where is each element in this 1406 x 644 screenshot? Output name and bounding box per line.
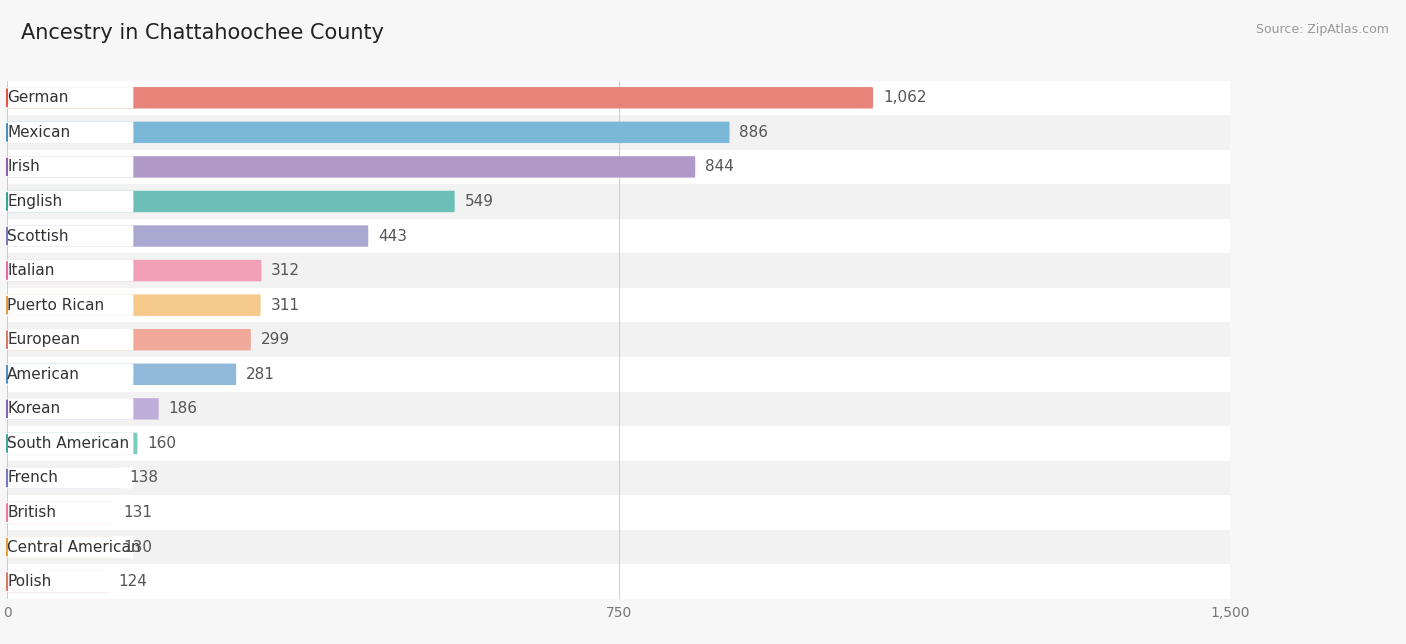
Text: 130: 130 bbox=[122, 540, 152, 554]
Text: 281: 281 bbox=[246, 367, 274, 382]
FancyBboxPatch shape bbox=[7, 398, 159, 419]
FancyBboxPatch shape bbox=[7, 87, 873, 108]
Text: 1,062: 1,062 bbox=[883, 90, 927, 105]
FancyBboxPatch shape bbox=[7, 433, 134, 454]
FancyBboxPatch shape bbox=[7, 392, 1230, 426]
FancyBboxPatch shape bbox=[7, 225, 134, 247]
FancyBboxPatch shape bbox=[7, 468, 120, 489]
FancyBboxPatch shape bbox=[7, 329, 250, 350]
Text: Irish: Irish bbox=[7, 160, 41, 175]
Text: 549: 549 bbox=[464, 194, 494, 209]
FancyBboxPatch shape bbox=[7, 191, 134, 212]
Text: 299: 299 bbox=[260, 332, 290, 347]
Text: 312: 312 bbox=[271, 263, 301, 278]
Text: 311: 311 bbox=[270, 298, 299, 312]
Text: 443: 443 bbox=[378, 229, 408, 243]
Text: English: English bbox=[7, 194, 62, 209]
FancyBboxPatch shape bbox=[7, 294, 134, 316]
FancyBboxPatch shape bbox=[7, 536, 134, 558]
FancyBboxPatch shape bbox=[7, 571, 134, 592]
FancyBboxPatch shape bbox=[7, 364, 134, 385]
FancyBboxPatch shape bbox=[7, 225, 368, 247]
Text: Mexican: Mexican bbox=[7, 125, 70, 140]
FancyBboxPatch shape bbox=[7, 536, 112, 558]
FancyBboxPatch shape bbox=[7, 468, 134, 489]
FancyBboxPatch shape bbox=[7, 357, 1230, 392]
Text: South American: South American bbox=[7, 436, 129, 451]
FancyBboxPatch shape bbox=[7, 502, 134, 523]
Text: 124: 124 bbox=[118, 574, 146, 589]
Text: British: British bbox=[7, 505, 56, 520]
FancyBboxPatch shape bbox=[7, 115, 1230, 149]
FancyBboxPatch shape bbox=[7, 426, 1230, 460]
FancyBboxPatch shape bbox=[7, 80, 1230, 115]
FancyBboxPatch shape bbox=[7, 502, 114, 523]
Text: 186: 186 bbox=[169, 401, 197, 416]
Text: Ancestry in Chattahoochee County: Ancestry in Chattahoochee County bbox=[21, 23, 384, 43]
FancyBboxPatch shape bbox=[7, 364, 236, 385]
FancyBboxPatch shape bbox=[7, 571, 108, 592]
FancyBboxPatch shape bbox=[7, 156, 134, 178]
Text: German: German bbox=[7, 90, 69, 105]
FancyBboxPatch shape bbox=[7, 329, 134, 350]
FancyBboxPatch shape bbox=[7, 495, 1230, 530]
Text: 844: 844 bbox=[704, 160, 734, 175]
FancyBboxPatch shape bbox=[7, 323, 1230, 357]
FancyBboxPatch shape bbox=[7, 460, 1230, 495]
Text: Central American: Central American bbox=[7, 540, 141, 554]
Text: European: European bbox=[7, 332, 80, 347]
FancyBboxPatch shape bbox=[7, 156, 696, 178]
Text: American: American bbox=[7, 367, 80, 382]
FancyBboxPatch shape bbox=[7, 219, 1230, 253]
FancyBboxPatch shape bbox=[7, 184, 1230, 219]
FancyBboxPatch shape bbox=[7, 294, 260, 316]
FancyBboxPatch shape bbox=[7, 433, 138, 454]
FancyBboxPatch shape bbox=[7, 260, 262, 281]
FancyBboxPatch shape bbox=[7, 149, 1230, 184]
Text: Italian: Italian bbox=[7, 263, 55, 278]
FancyBboxPatch shape bbox=[7, 288, 1230, 323]
Text: Polish: Polish bbox=[7, 574, 52, 589]
FancyBboxPatch shape bbox=[7, 564, 1230, 599]
Text: French: French bbox=[7, 471, 58, 486]
Text: 160: 160 bbox=[148, 436, 176, 451]
Text: Source: ZipAtlas.com: Source: ZipAtlas.com bbox=[1256, 23, 1389, 35]
Text: Puerto Rican: Puerto Rican bbox=[7, 298, 104, 312]
Text: 886: 886 bbox=[740, 125, 768, 140]
FancyBboxPatch shape bbox=[7, 122, 730, 143]
Text: Korean: Korean bbox=[7, 401, 60, 416]
FancyBboxPatch shape bbox=[7, 398, 134, 419]
FancyBboxPatch shape bbox=[7, 253, 1230, 288]
FancyBboxPatch shape bbox=[7, 191, 454, 212]
FancyBboxPatch shape bbox=[7, 260, 134, 281]
FancyBboxPatch shape bbox=[7, 87, 134, 108]
FancyBboxPatch shape bbox=[7, 122, 134, 143]
Text: 131: 131 bbox=[124, 505, 153, 520]
Text: Scottish: Scottish bbox=[7, 229, 69, 243]
FancyBboxPatch shape bbox=[7, 530, 1230, 564]
Text: 138: 138 bbox=[129, 471, 159, 486]
